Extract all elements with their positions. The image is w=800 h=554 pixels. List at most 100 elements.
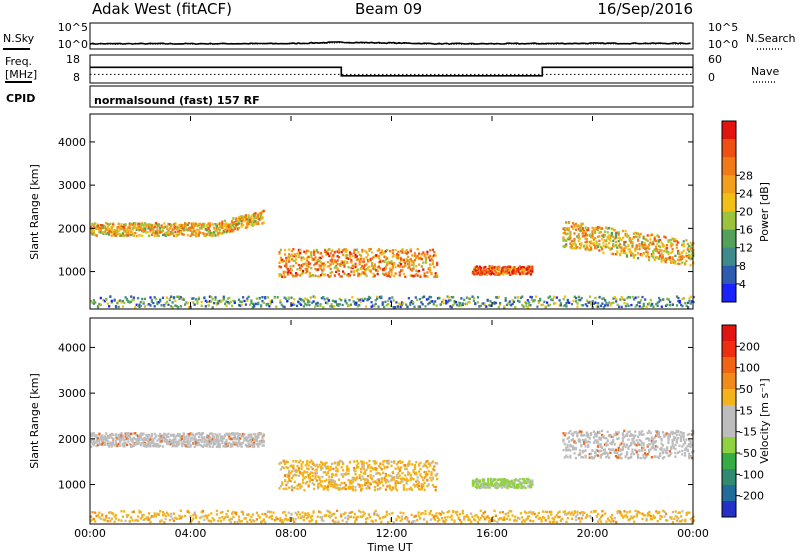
data-point bbox=[498, 268, 501, 271]
data-point bbox=[353, 469, 356, 472]
data-point bbox=[237, 222, 241, 225]
data-point bbox=[170, 295, 173, 298]
data-point bbox=[219, 300, 223, 303]
data-point bbox=[319, 466, 323, 469]
data-point bbox=[361, 487, 364, 490]
data-point bbox=[299, 252, 302, 255]
data-point bbox=[226, 515, 229, 518]
data-point bbox=[141, 234, 144, 237]
data-point bbox=[264, 521, 267, 524]
data-point bbox=[532, 298, 535, 302]
data-point bbox=[156, 444, 159, 448]
data-point bbox=[105, 227, 108, 231]
data-point bbox=[632, 256, 635, 259]
data-point bbox=[99, 231, 102, 234]
data-point bbox=[193, 222, 196, 225]
nave-right-tick-bottom: 0 bbox=[708, 71, 715, 84]
data-point bbox=[613, 229, 616, 232]
data-point bbox=[348, 485, 352, 488]
data-point bbox=[418, 305, 422, 308]
data-point bbox=[401, 265, 404, 269]
data-point bbox=[631, 237, 634, 240]
data-point bbox=[530, 298, 533, 301]
data-point bbox=[281, 258, 284, 262]
data-point bbox=[161, 435, 165, 438]
data-point bbox=[572, 239, 575, 243]
data-point bbox=[576, 246, 579, 249]
data-point bbox=[306, 471, 309, 474]
data-point bbox=[481, 268, 484, 272]
data-point bbox=[296, 252, 299, 255]
data-point bbox=[95, 434, 98, 437]
data-point bbox=[168, 518, 171, 522]
data-point bbox=[306, 249, 309, 253]
data-point bbox=[641, 430, 644, 433]
data-point bbox=[152, 444, 155, 447]
data-point bbox=[236, 227, 239, 230]
data-point bbox=[592, 243, 595, 247]
noise-strip: N.Sky 10^5 10^0 10^5 10^0 N.Search bbox=[3, 21, 796, 51]
data-point bbox=[620, 295, 623, 299]
data-point bbox=[474, 272, 477, 275]
data-point bbox=[596, 440, 600, 444]
data-point bbox=[195, 438, 198, 441]
data-point bbox=[419, 461, 422, 465]
data-point bbox=[489, 479, 493, 483]
data-point bbox=[666, 432, 669, 435]
data-point bbox=[502, 271, 505, 274]
data-point bbox=[109, 434, 112, 437]
data-point bbox=[489, 477, 493, 481]
data-point bbox=[529, 266, 533, 269]
data-point bbox=[103, 299, 106, 303]
data-point bbox=[489, 300, 492, 303]
data-point bbox=[674, 238, 677, 241]
data-point bbox=[137, 442, 140, 445]
data-point bbox=[630, 434, 633, 437]
data-point bbox=[96, 227, 100, 230]
data-point bbox=[138, 222, 141, 225]
data-point bbox=[142, 444, 145, 448]
data-point bbox=[551, 297, 554, 301]
data-point bbox=[387, 474, 390, 477]
data-point bbox=[150, 298, 153, 302]
data-point bbox=[172, 435, 176, 438]
data-point bbox=[343, 262, 346, 265]
data-point bbox=[580, 433, 583, 436]
data-point bbox=[146, 433, 149, 437]
data-point bbox=[377, 256, 381, 259]
data-point bbox=[688, 455, 691, 458]
data-point bbox=[527, 477, 530, 481]
data-point bbox=[605, 243, 608, 246]
data-point bbox=[570, 244, 573, 247]
data-point bbox=[153, 514, 156, 517]
data-point bbox=[503, 482, 506, 486]
data-point bbox=[219, 436, 223, 439]
colorbar-segment bbox=[722, 247, 736, 267]
data-point bbox=[678, 262, 681, 266]
data-point bbox=[282, 459, 285, 462]
data-point bbox=[197, 234, 200, 237]
data-point bbox=[117, 433, 120, 437]
data-point bbox=[141, 441, 144, 445]
data-point bbox=[617, 236, 620, 239]
data-point bbox=[300, 272, 303, 276]
data-point bbox=[196, 228, 199, 232]
data-point bbox=[224, 219, 227, 223]
data-point bbox=[418, 470, 421, 473]
data-point bbox=[480, 482, 483, 486]
data-point bbox=[585, 238, 588, 241]
data-point bbox=[638, 245, 641, 248]
data-point bbox=[602, 435, 605, 438]
data-point bbox=[251, 223, 254, 226]
data-point bbox=[376, 272, 379, 276]
data-point bbox=[570, 303, 574, 306]
data-point bbox=[625, 254, 629, 257]
data-point bbox=[614, 236, 618, 239]
data-point bbox=[634, 296, 637, 299]
data-point bbox=[257, 220, 260, 224]
data-point bbox=[500, 480, 504, 483]
data-point bbox=[171, 442, 174, 445]
data-point bbox=[246, 297, 249, 300]
data-point bbox=[268, 510, 271, 513]
data-point bbox=[90, 229, 93, 233]
